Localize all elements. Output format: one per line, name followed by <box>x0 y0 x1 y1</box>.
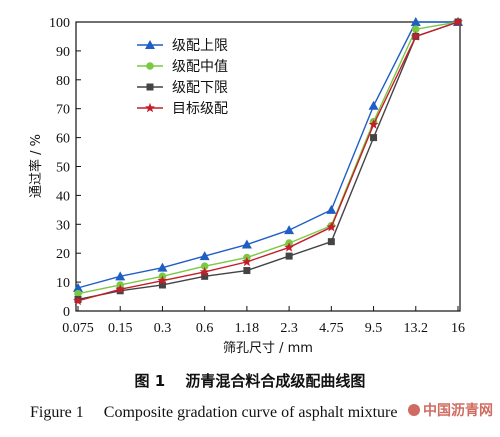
data-point <box>157 275 168 285</box>
y-tick-label: 30 <box>56 218 70 233</box>
x-tick-label: 13.2 <box>404 321 429 336</box>
legend-item-4: 目标级配 <box>137 101 228 117</box>
x-tick-label: 2.3 <box>280 321 298 336</box>
series-line <box>77 21 459 302</box>
x-tick-label: 1.18 <box>235 321 260 336</box>
data-point <box>410 31 421 41</box>
x-tick-label: 0.6 <box>196 321 214 336</box>
x-tick-label: 0.075 <box>62 321 94 336</box>
data-point <box>327 238 335 246</box>
legend-item-1: 级配上限 <box>137 38 228 54</box>
data-point <box>285 252 293 260</box>
y-axis-ticks: 0 10 20 30 40 50 60 70 80 90 100 <box>49 16 81 320</box>
data-point <box>411 25 420 34</box>
data-point <box>243 267 251 275</box>
data-point <box>284 242 295 252</box>
legend-label: 级配上限 <box>172 38 228 54</box>
x-tick-label: 9.5 <box>365 321 383 336</box>
data-point <box>115 271 126 281</box>
legend-item-3: 级配下限 <box>137 80 228 96</box>
series-layer <box>73 16 463 306</box>
y-tick-label: 40 <box>56 189 70 204</box>
series-line <box>77 21 458 289</box>
data-point <box>199 266 210 277</box>
data-point <box>241 239 252 249</box>
data-point <box>115 284 126 294</box>
data-point <box>74 289 82 298</box>
series-line <box>77 21 459 301</box>
data-point <box>200 262 209 271</box>
series-4 <box>73 16 463 306</box>
data-point <box>157 262 168 272</box>
data-point <box>453 16 463 27</box>
legend-marker <box>145 40 155 49</box>
series-line <box>77 21 459 295</box>
x-tick-label: 16 <box>451 321 465 336</box>
watermark-text: 中国沥青网 <box>423 403 493 419</box>
y-tick-label: 100 <box>49 16 70 31</box>
x-axis-ticks: 0.075 0.15 0.3 0.6 1.18 2.3 4.75 9.5 13.2 16 <box>62 306 465 336</box>
data-point <box>368 100 379 110</box>
watermark-logo-icon <box>408 404 420 416</box>
y-tick-label: 80 <box>56 74 70 89</box>
x-tick-label: 0.15 <box>108 321 133 336</box>
x-tick-label: 0.3 <box>154 321 172 336</box>
data-point <box>158 281 166 289</box>
series-2 <box>74 18 462 298</box>
data-point <box>73 295 83 306</box>
y-tick-label: 70 <box>56 103 70 118</box>
legend-item-2: 级配中值 <box>137 59 228 75</box>
data-point <box>201 272 209 280</box>
legend-marker <box>145 102 155 113</box>
y-tick-label: 50 <box>56 161 70 176</box>
data-point <box>410 17 421 26</box>
y-axis-title: 通过率 / % <box>28 134 44 198</box>
y-tick-label: 10 <box>56 276 70 291</box>
y-tick-label: 20 <box>56 247 70 262</box>
data-point <box>241 256 252 267</box>
data-point <box>368 119 379 129</box>
legend-label: 级配下限 <box>172 80 228 96</box>
y-tick-label: 0 <box>63 305 70 320</box>
legend-label: 级配中值 <box>172 59 228 75</box>
data-point <box>370 134 378 142</box>
figure-caption-chinese: 图 1 沥青混合料合成级配曲线图 <box>134 372 366 390</box>
x-tick-label: 4.75 <box>319 321 344 336</box>
legend-label: 目标级配 <box>172 101 228 117</box>
legend-marker <box>146 62 154 70</box>
gradation-chart: 0 10 20 30 40 50 60 70 80 90 100 0.075 0.15 0.3 0.6 1.… <box>28 16 465 356</box>
data-point <box>326 204 337 214</box>
data-point <box>73 282 83 292</box>
y-tick-label: 60 <box>56 132 70 147</box>
legend-marker <box>146 83 154 91</box>
data-point <box>284 225 295 235</box>
figure-caption-english: Figure 1 Composite gradation curve of as… <box>30 404 398 421</box>
x-axis-title: 筛孔尺寸 / mm <box>223 341 313 356</box>
series-1 <box>73 17 463 292</box>
data-point <box>199 251 210 261</box>
y-tick-label: 90 <box>56 45 70 60</box>
watermark: 中国沥青网 <box>408 400 493 420</box>
data-point <box>326 221 337 232</box>
